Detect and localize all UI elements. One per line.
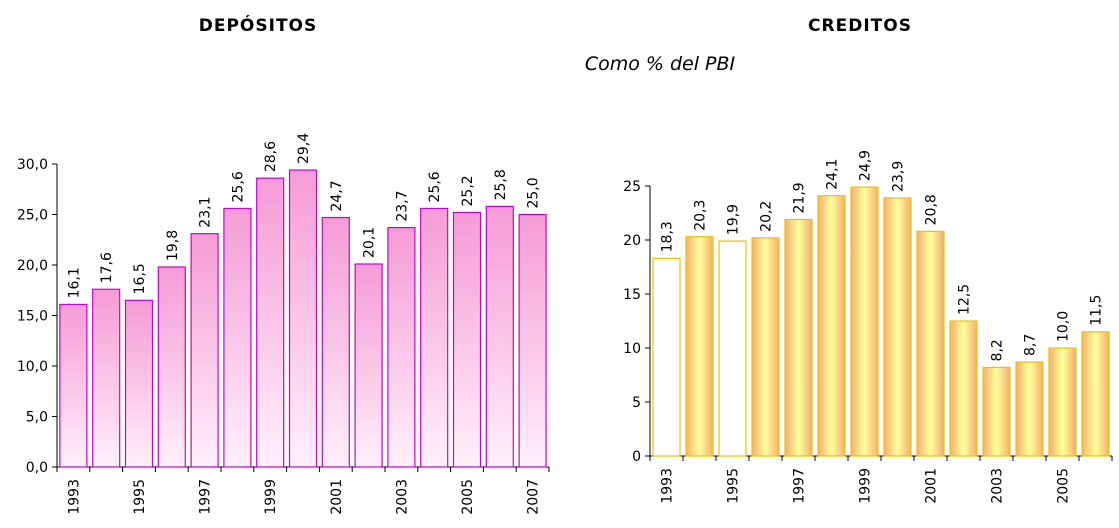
value-label: 24,9 [858,150,874,181]
x-tick-label: 1995 [132,479,148,515]
value-label: 8,7 [1023,334,1039,356]
y-tick-label: 5,0 [26,410,48,426]
y-tick-label: 25 [623,179,641,195]
value-label: 24,1 [825,159,841,190]
bar [223,207,252,468]
bar [387,227,416,468]
value-label: 23,9 [891,161,907,192]
value-label: 28,6 [263,141,279,172]
x-tick-label: 2007 [526,479,542,515]
y-tick-label: 20,0 [17,258,48,274]
bar [652,257,681,457]
value-label: 17,6 [99,252,115,283]
bar [452,211,482,468]
value-label: 16,5 [132,263,148,294]
value-label: 19,9 [726,204,742,235]
bar [354,263,383,468]
bar [518,213,547,468]
y-tick-label: 0,0 [26,460,48,476]
value-label: 21,9 [792,182,808,213]
value-label: 20,1 [362,227,378,258]
value-label: 25,6 [230,171,246,202]
value-label: 23,1 [198,197,214,228]
value-label: 25,8 [493,169,509,200]
x-tick-label: 1999 [858,468,874,504]
x-tick-label: 2001 [924,468,940,504]
x-tick-label: 1999 [263,479,279,515]
y-tick-label: 20 [623,233,641,249]
y-tick-label: 0 [632,449,641,465]
x-tick-label: 2001 [329,479,345,515]
bar [1015,361,1044,457]
x-tick-label: 1993 [66,479,82,515]
value-label: 8,2 [990,339,1006,361]
y-tick-label: 5 [632,395,641,411]
bar [982,366,1011,457]
bar [256,177,285,468]
x-tick-label: 1997 [198,479,214,515]
bar [718,240,747,457]
value-label: 19,8 [165,230,181,261]
subtitle: Como % del PBI [585,53,736,75]
bar [288,169,318,468]
value-label: 20,3 [693,200,709,231]
bar [1081,331,1110,457]
x-tick-label: 1995 [726,468,742,504]
bar [883,197,912,457]
value-label: 20,8 [924,194,940,225]
y-tick-label: 30,0 [17,157,48,173]
value-label: 12,5 [957,284,973,315]
bar [321,216,350,468]
y-tick-label: 25,0 [17,208,48,224]
x-tick-label: 1997 [792,468,808,504]
x-tick-label: 2005 [1056,468,1072,504]
value-label: 20,2 [759,201,775,232]
x-tick-label: 1993 [660,468,676,504]
value-label: 29,4 [296,133,312,164]
y-tick-label: 15,0 [17,309,48,325]
bar [1048,347,1077,457]
x-tick-label: 2005 [460,479,476,515]
bar [59,303,88,468]
value-label: 25,6 [427,171,443,202]
x-tick-label: 2003 [990,468,1006,504]
bar [685,236,714,457]
bar [850,186,879,457]
value-label: 24,7 [329,180,345,211]
bar [420,207,449,468]
y-tick-label: 10 [623,341,641,357]
value-label: 25,2 [460,175,476,206]
bar [485,205,514,468]
bar [190,233,219,468]
chart-title: CREDITOS [808,16,912,36]
chart-title: DEPÓSITOS [199,14,318,36]
bar [124,299,154,468]
bar [92,288,121,468]
value-label: 23,7 [394,190,410,221]
y-tick-label: 10,0 [17,359,48,375]
value-label: 16,1 [66,267,82,298]
value-label: 25,0 [526,177,542,208]
bar [916,230,945,457]
x-tick-label: 2003 [394,479,410,515]
value-label: 10,0 [1056,311,1072,342]
value-label: 11,5 [1089,295,1105,326]
bar [949,320,978,457]
y-tick-label: 15 [623,287,641,303]
value-label: 18,3 [660,221,676,252]
bar [751,237,780,457]
bar [157,266,186,468]
bar [817,195,846,457]
bar [784,218,813,457]
